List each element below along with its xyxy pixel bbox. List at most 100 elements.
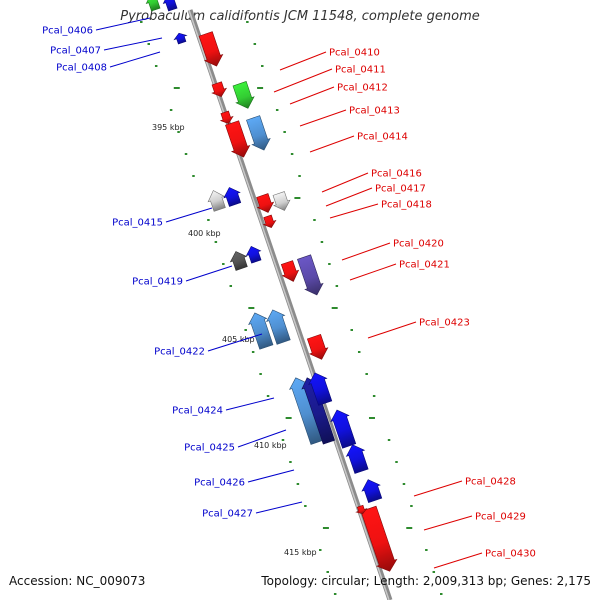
forward-gene-arrow — [219, 110, 234, 125]
forward-gene-label-leader — [299, 109, 347, 127]
reverse-gene-arrow-body — [145, 0, 161, 12]
forward-gene-arrow-body — [211, 81, 228, 98]
reverse-gene-label: Pcal_0426 — [194, 478, 245, 489]
reverse-gene-arrow — [345, 444, 369, 474]
reverse-gene-label: Pcal_0427 — [202, 509, 253, 520]
forward-gene-arrow-body — [246, 115, 271, 151]
reverse-gene-label-leader — [103, 37, 163, 51]
reverse-gene-arrow-body — [345, 444, 369, 474]
forward-gene-label: Pcal_0417 — [375, 184, 426, 195]
reverse-gene-arrow-body — [361, 479, 383, 504]
reverse-gene-label: Pcal_0406 — [42, 26, 93, 37]
reverse-gene-arrow — [265, 309, 291, 345]
forward-gene-label: Pcal_0414 — [357, 132, 408, 143]
reverse-gene-label: Pcal_0425 — [184, 443, 235, 454]
forward-gene-label-leader — [349, 263, 397, 281]
forward-gene-arrow — [360, 505, 398, 572]
reverse-gene-arrow — [145, 0, 161, 12]
forward-gene-arrow-body — [297, 254, 324, 296]
forward-gene-label: Pcal_0412 — [337, 83, 388, 94]
forward-gene-arrow-body — [219, 110, 234, 125]
reverse-gene-arrow-body — [162, 0, 178, 12]
reverse-gene-arrow-body — [245, 246, 262, 264]
forward-gene-label-leader — [325, 187, 373, 207]
reverse-gene-arrow — [361, 479, 383, 504]
forward-gene-arrow-body — [280, 260, 300, 282]
forward-gene-label-leader — [329, 203, 379, 219]
forward-gene-arrow — [280, 260, 300, 282]
reverse-gene-label: Pcal_0424 — [172, 406, 223, 417]
reverse-gene-arrow-body — [173, 32, 188, 45]
reverse-gene-label: Pcal_0422 — [154, 347, 205, 358]
reverse-gene-label: Pcal_0407 — [50, 46, 101, 57]
forward-gene-arrow — [211, 81, 228, 98]
forward-gene-label-leader — [423, 515, 473, 531]
forward-gene-label-leader — [309, 135, 355, 153]
forward-gene-label: Pcal_0416 — [371, 169, 422, 180]
forward-gene-label-leader — [273, 68, 333, 93]
reverse-gene-arrow-body — [308, 372, 333, 406]
forward-gene-label: Pcal_0429 — [475, 512, 526, 523]
reverse-gene-arrow-body — [223, 187, 242, 207]
forward-gene-arrow — [256, 193, 275, 213]
forward-gene-label: Pcal_0420 — [393, 239, 444, 250]
reverse-gene-arrow — [308, 372, 333, 406]
forward-gene-label: Pcal_0423 — [419, 318, 470, 329]
forward-gene-label: Pcal_0410 — [329, 48, 380, 59]
forward-gene-arrow — [297, 254, 324, 296]
forward-gene-arrow-body — [256, 193, 275, 213]
reverse-gene-arrow — [245, 246, 262, 264]
reverse-gene-arrow-body — [330, 409, 357, 449]
forward-gene-arrow-body — [198, 31, 224, 67]
forward-gene-arrow — [225, 120, 251, 158]
reverse-gene-arrow — [229, 251, 248, 271]
reverse-gene-label-leader — [165, 207, 213, 223]
forward-gene-label: Pcal_0413 — [349, 106, 400, 117]
genome-backbone-highlight — [188, 9, 390, 600]
forward-gene-arrow — [262, 214, 277, 229]
forward-gene-label: Pcal_0430 — [485, 549, 536, 560]
scale-label: 405 kbp — [222, 335, 255, 344]
accession-text: Accession: NC_009073 — [9, 574, 146, 588]
forward-gene-label-leader — [433, 552, 483, 569]
reverse-gene-arrow-body — [265, 309, 291, 345]
forward-gene-arrow-body — [355, 504, 368, 515]
reverse-gene-arrow — [207, 190, 226, 212]
forward-gene-arrow — [246, 115, 271, 151]
reverse-gene-arrow — [223, 187, 242, 207]
reverse-gene-arrow — [248, 312, 274, 350]
reverse-gene-label-leader — [247, 469, 295, 483]
reverse-gene-arrow — [330, 409, 357, 449]
reverse-gene-arrow — [162, 0, 178, 12]
forward-gene-arrow-body — [262, 214, 277, 229]
reverse-gene-label: Pcal_0415 — [112, 218, 163, 229]
scale-label: 410 kbp — [254, 441, 287, 450]
reverse-gene-label-leader — [225, 397, 275, 411]
forward-gene-arrow — [272, 191, 291, 211]
forward-gene-label-leader — [321, 172, 369, 193]
forward-gene-label-leader — [341, 242, 391, 261]
forward-gene-arrow — [355, 504, 368, 515]
reverse-gene-arrow — [173, 32, 188, 45]
forward-gene-arrow-body — [306, 334, 329, 360]
forward-gene-label: Pcal_0411 — [335, 65, 386, 76]
reverse-gene-label: Pcal_0408 — [56, 63, 107, 74]
scale-label: 400 kbp — [188, 229, 221, 238]
forward-gene-arrow — [232, 81, 255, 109]
forward-gene-label: Pcal_0421 — [399, 260, 450, 271]
forward-gene-label-leader — [289, 86, 335, 105]
genome-title: Pyrobaculum calidifontis JCM 11548, comp… — [120, 9, 480, 24]
scale-label: 415 kbp — [284, 548, 317, 557]
reverse-gene-label-leader — [109, 51, 161, 68]
forward-gene-label-leader — [279, 51, 327, 71]
forward-gene-arrow-body — [232, 81, 255, 109]
forward-gene-label: Pcal_0428 — [465, 477, 516, 488]
reverse-gene-arrow-body — [248, 312, 274, 350]
forward-gene-label-leader — [367, 321, 417, 339]
forward-gene-label: Pcal_0418 — [381, 200, 432, 211]
reverse-gene-label-leader — [95, 17, 151, 31]
forward-gene-arrow — [198, 31, 224, 67]
reverse-gene-label-leader — [237, 429, 287, 448]
genome-backbone — [187, 9, 393, 600]
